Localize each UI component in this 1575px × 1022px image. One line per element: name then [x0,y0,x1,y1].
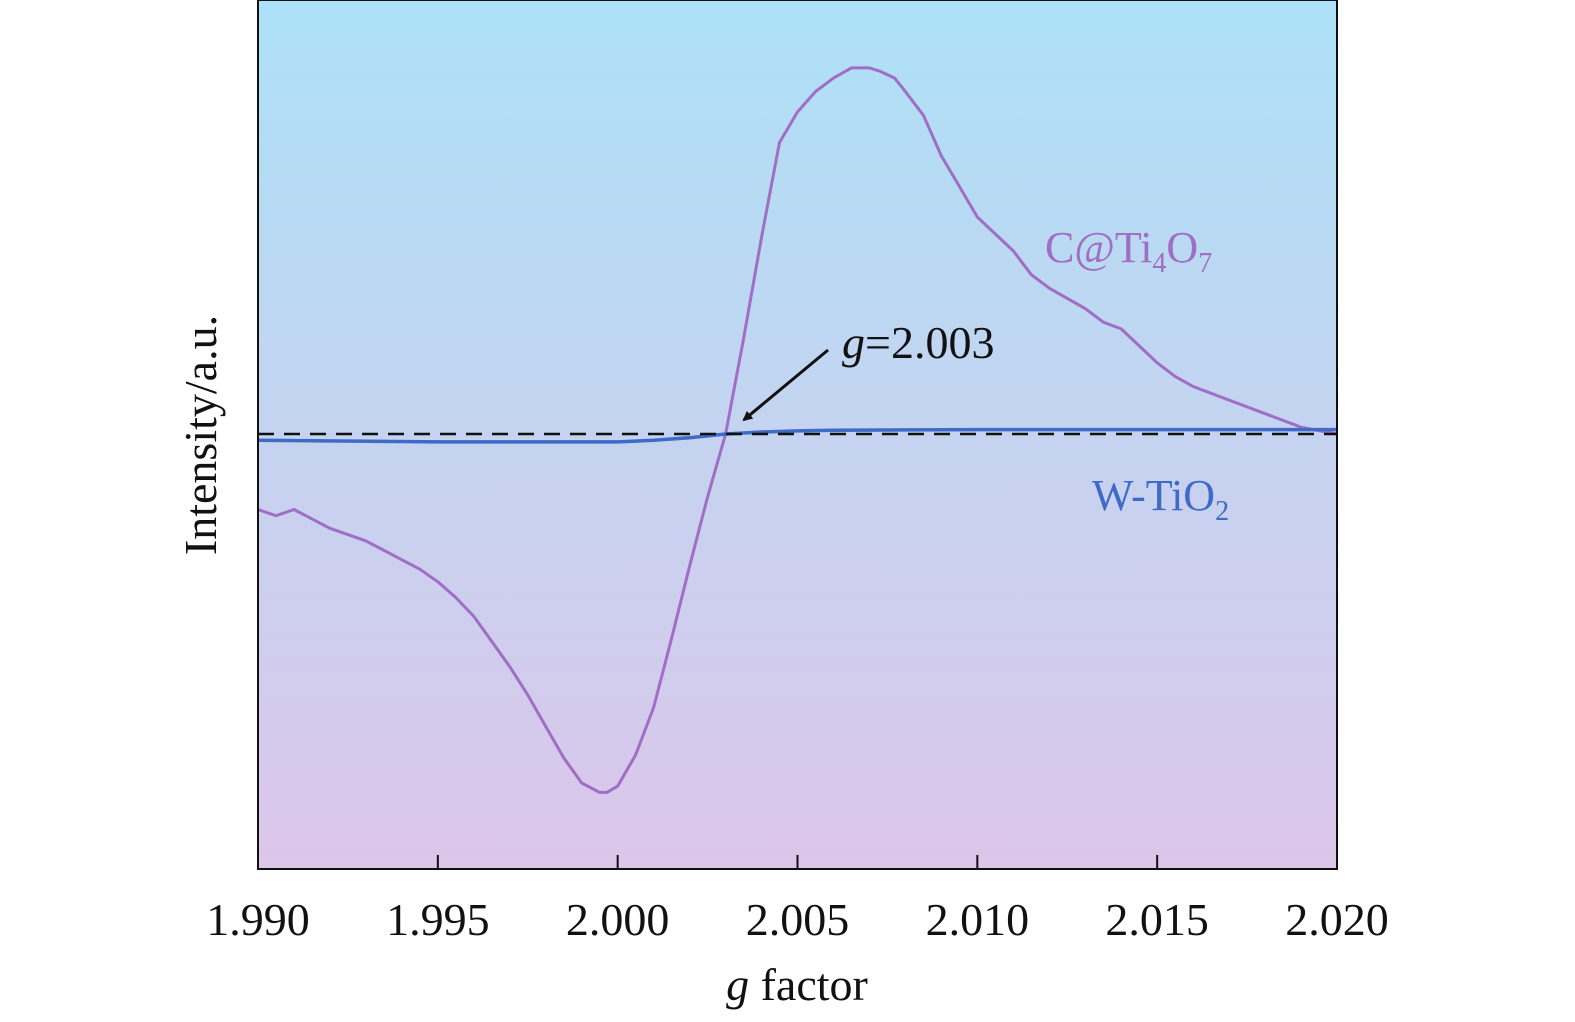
x-tick-label: 1.990 [206,894,310,945]
x-tick-label: 2.005 [746,894,850,945]
series-line-w-tio2 [257,427,1337,444]
annotation-text: g=2.003 [842,317,994,368]
series-line-c-ti4o7 [257,66,1338,794]
series-label-c-ti4o7-sub2: 7 [1198,248,1212,279]
series-label-c-ti4o7-main: C@Ti [1045,223,1152,272]
x-axis-title: g factor [726,959,868,1010]
x-axis-title-italic: g [726,959,749,1010]
x-axis-title-rest: factor [749,959,868,1010]
series-label-c-ti4o7-sub1: 4 [1152,248,1166,279]
series-label-c-ti4o7: C@Ti4O7 [1045,223,1212,279]
x-tick-label: 2.010 [926,894,1030,945]
x-tick-label: 2.015 [1105,894,1209,945]
annotation-arrow [742,348,829,422]
series-label-c-ti4o7-mid: O [1166,223,1198,272]
annotation-text-italic: g [842,317,865,368]
series-label-w-tio2: W-TiO2 [1092,471,1229,527]
y-axis-title: Intensity/a.u. [175,315,226,555]
x-tick-label: 2.020 [1285,894,1389,945]
annotation-text-rest: =2.003 [865,317,994,368]
x-tick-label: 2.000 [566,894,670,945]
series-label-w-tio2-sub1: 2 [1215,496,1229,527]
x-tick-label: 1.995 [386,894,490,945]
series-label-w-tio2-main: W-TiO [1092,471,1215,520]
